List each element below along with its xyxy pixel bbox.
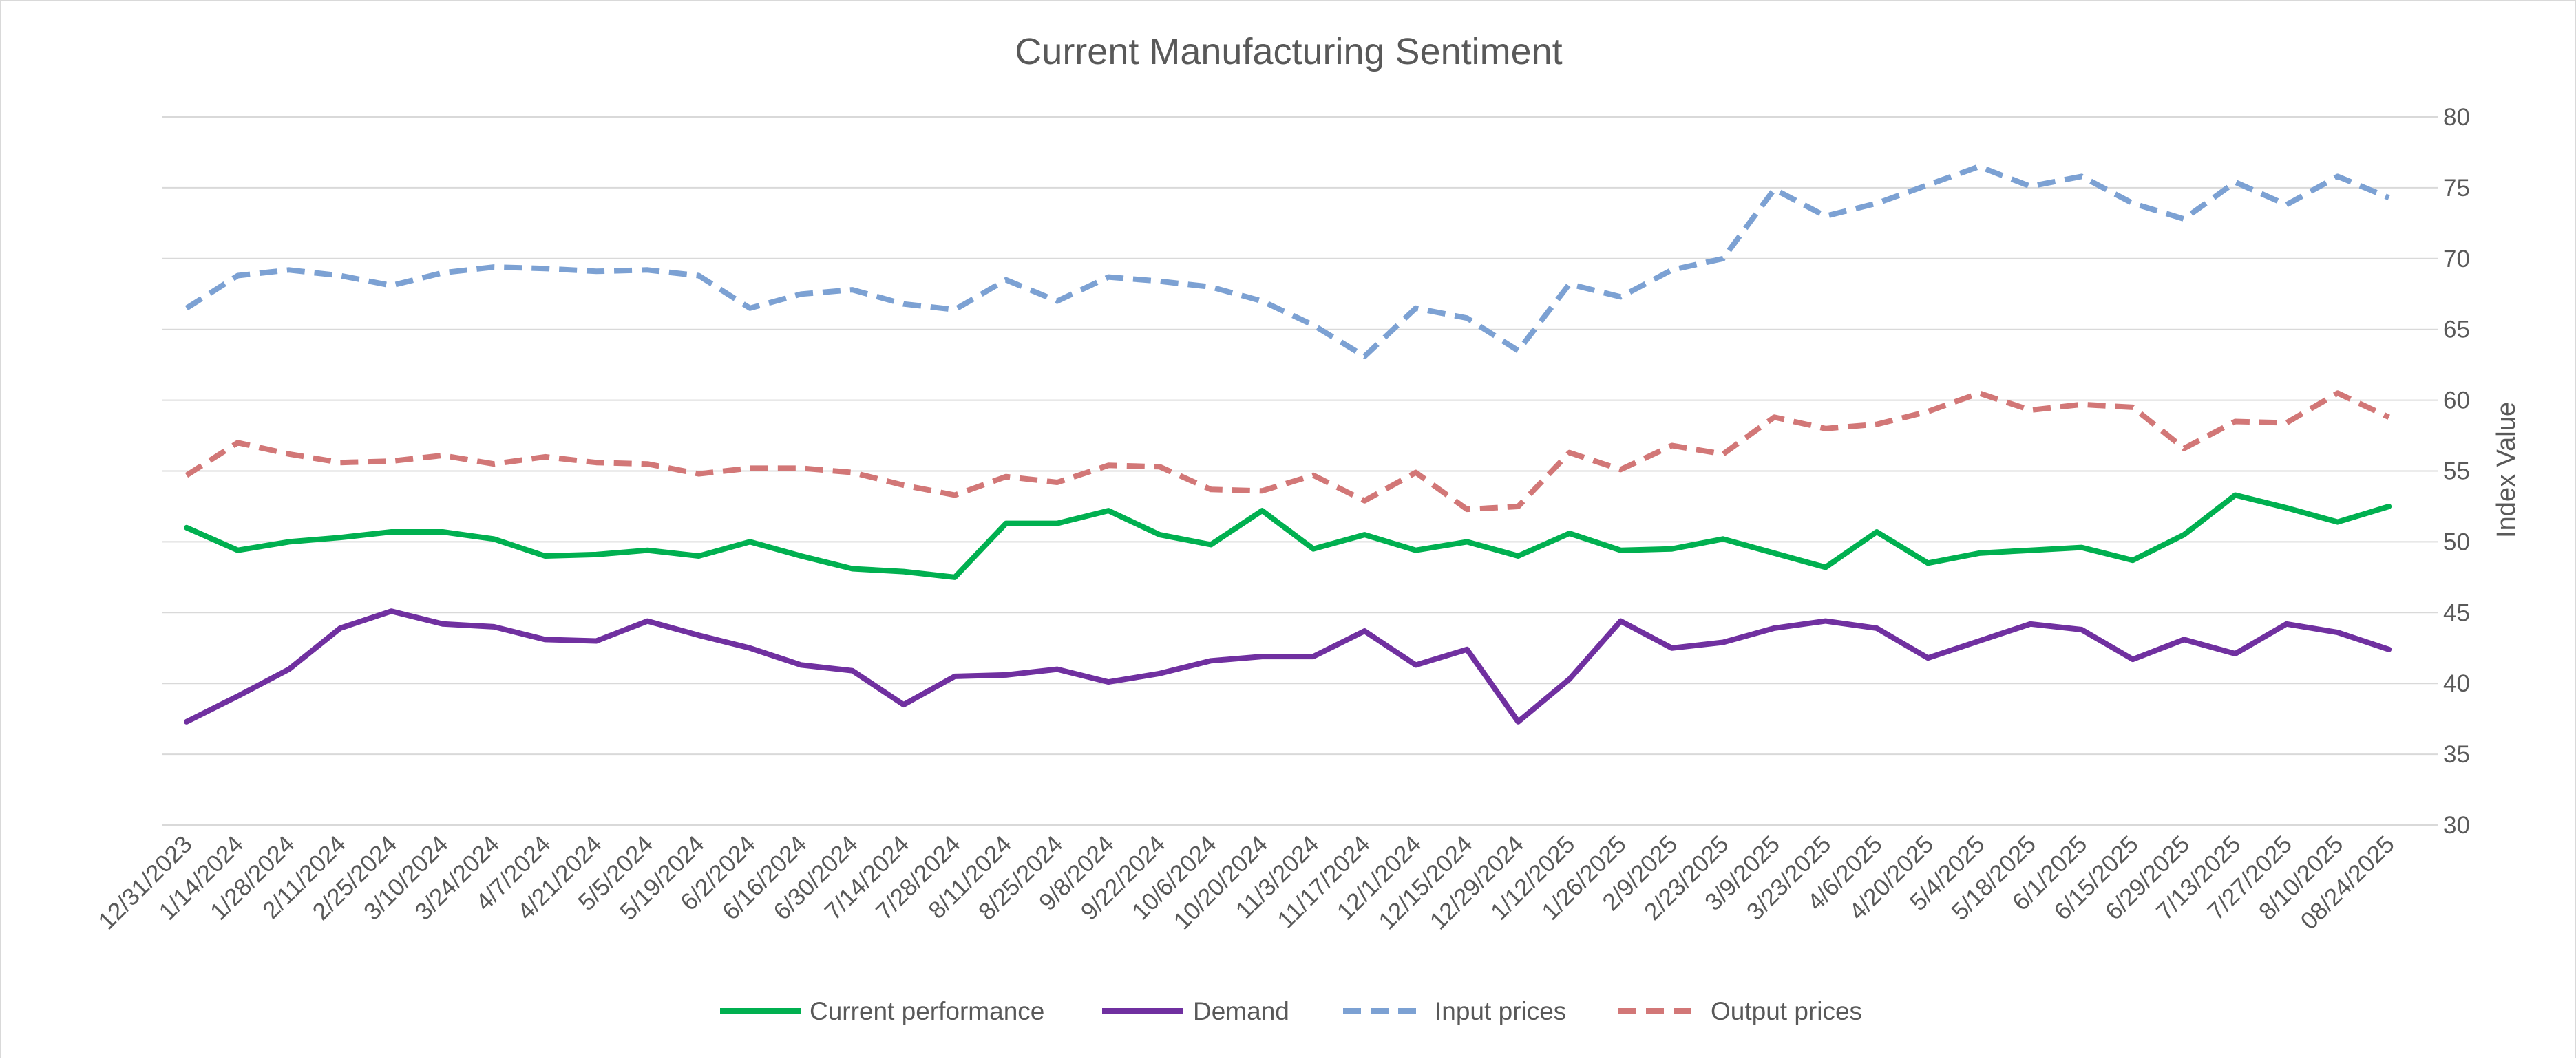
x-axis-ticks: 12/31/20231/14/20241/28/20242/11/20242/2… bbox=[93, 831, 2400, 934]
y-tick-label: 80 bbox=[2443, 104, 2470, 131]
gridlines bbox=[162, 116, 2438, 826]
legend-item-output-prices: Output prices bbox=[1618, 997, 1862, 1025]
series-lines bbox=[184, 164, 2392, 725]
series-line-input-prices bbox=[184, 164, 2390, 359]
y-tick-label: 55 bbox=[2443, 458, 2470, 485]
y-tick-label: 60 bbox=[2443, 387, 2470, 414]
legend: Current performance Demand Input prices Out… bbox=[720, 997, 1862, 1025]
y-tick-label: 30 bbox=[2443, 812, 2470, 839]
chart-title: Current Manufacturing Sentiment bbox=[1015, 31, 1562, 72]
legend-item-demand: Demand bbox=[1102, 997, 1289, 1025]
legend-item-current-performance: Current performance bbox=[720, 997, 1044, 1025]
y-axis-title: Index Value bbox=[2492, 402, 2521, 538]
legend-label: Current performance bbox=[810, 997, 1044, 1025]
y-tick-label: 45 bbox=[2443, 599, 2470, 626]
y-tick-label: 35 bbox=[2443, 741, 2470, 768]
y-tick-label: 50 bbox=[2443, 528, 2470, 555]
y-tick-label: 65 bbox=[2443, 317, 2470, 343]
legend-label: Input prices bbox=[1435, 997, 1566, 1025]
y-axis-ticks: 30 35 40 45 50 55 60 65 70 75 80 bbox=[2443, 104, 2470, 839]
legend-item-input-prices: Input prices bbox=[1343, 997, 1566, 1025]
series-line-output-prices bbox=[184, 390, 2390, 513]
legend-label: Demand bbox=[1193, 997, 1289, 1025]
y-tick-label: 70 bbox=[2443, 246, 2470, 272]
y-tick-label: 75 bbox=[2443, 175, 2470, 202]
legend-label: Output prices bbox=[1711, 997, 1862, 1025]
y-tick-label: 40 bbox=[2443, 670, 2470, 697]
series-line-demand bbox=[184, 608, 2392, 725]
series-line-current-performance bbox=[184, 492, 2392, 580]
